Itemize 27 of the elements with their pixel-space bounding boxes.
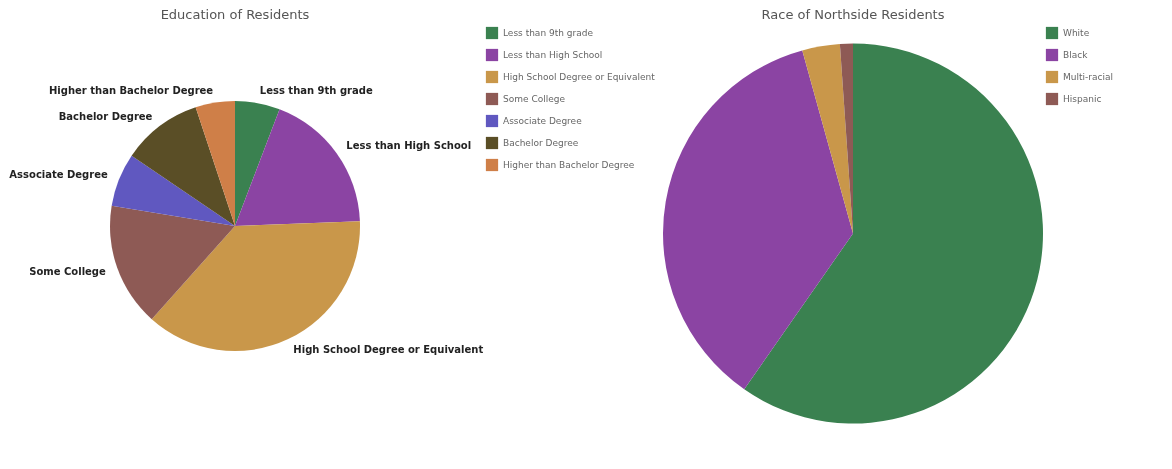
legend-label: Multi-racial: [1063, 72, 1113, 82]
slice-label: Associate Degree: [9, 169, 108, 181]
pie-slice: [195, 101, 235, 226]
legend-label: High School Degree or Equivalent: [503, 72, 656, 82]
slice-label: High School Degree or Equivalent: [293, 343, 484, 355]
legend-label: Less than 9th grade: [503, 28, 594, 38]
chart-title: Race of Northside Residents: [761, 7, 945, 22]
pie-slice: [111, 155, 235, 226]
pie-slice: [110, 205, 235, 320]
legend-label: Some College: [503, 94, 566, 104]
legend-label: Less than High School: [503, 50, 603, 60]
legend-label: Black: [1063, 50, 1089, 60]
legend-label: Hispanic: [1063, 94, 1102, 104]
slice-label: Less than High School: [346, 140, 472, 152]
legend-label: Bachelor Degree: [503, 138, 579, 148]
chart-title: Education of Residents: [160, 7, 310, 22]
legend-label: Associate Degree: [503, 116, 583, 126]
pie-slice: [663, 50, 853, 390]
slice-label: Some College: [29, 265, 107, 277]
slice-label: Less than 9th grade: [259, 85, 373, 97]
legend-label: White: [1063, 28, 1090, 38]
slice-label: Higher than Bachelor Degree: [48, 84, 214, 96]
pie-slice: [802, 43, 853, 234]
pie-slice: [235, 101, 280, 226]
pie-slice: [744, 43, 1043, 424]
slice-label: Bachelor Degree: [58, 110, 153, 122]
legend-label: Higher than Bachelor Degree: [503, 160, 635, 170]
